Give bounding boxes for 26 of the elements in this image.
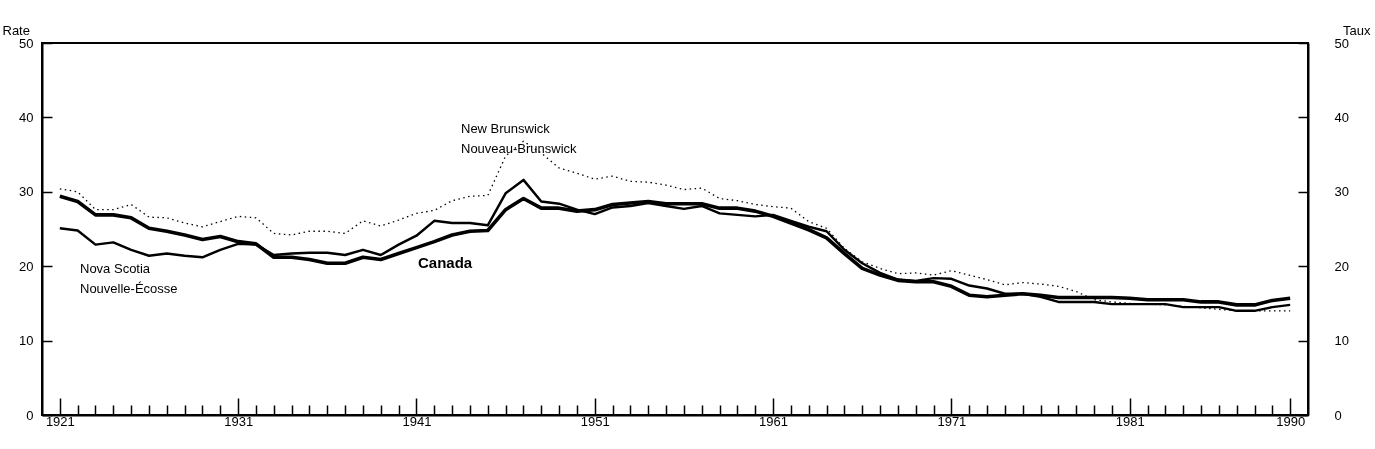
y2-tick-label: 10 [1334,333,1349,349]
y-axis-title: Rate [2,22,30,38]
y-tick-label: 10 [19,333,34,349]
y-tick-label: 20 [19,258,34,274]
y-tick-label: 30 [19,184,34,200]
line-series [59,140,1291,312]
series-label: Canada [418,254,473,271]
y-tick-label: 50 [19,35,34,51]
x-tick-label: 1971 [937,413,967,429]
x-tick-label: 1961 [759,413,789,429]
series-label: New Brunswick Nouveau-Brunswick [461,121,578,156]
y2-axis-title: Taux [1343,22,1371,38]
y2-tick-label: 50 [1334,35,1349,51]
series-label: Nova Scotia Nouvelle-Écosse [80,261,178,296]
x-tick-label: 1981 [1115,413,1145,429]
x-tick-label: 1951 [580,413,610,429]
y2-tick-label: 20 [1334,258,1349,274]
x-tick-label: 1941 [402,413,432,429]
x-tick-label: 1990 [1276,413,1306,429]
y-tick-label: 0 [26,407,34,423]
y2-tick-label: 30 [1334,184,1349,200]
y2-tick-label: 40 [1334,109,1349,125]
y-tick-label: 40 [19,109,34,125]
x-tick-label: 1921 [45,413,75,429]
y2-tick-label: 0 [1334,407,1342,423]
x-tick-label: 1931 [224,413,254,429]
